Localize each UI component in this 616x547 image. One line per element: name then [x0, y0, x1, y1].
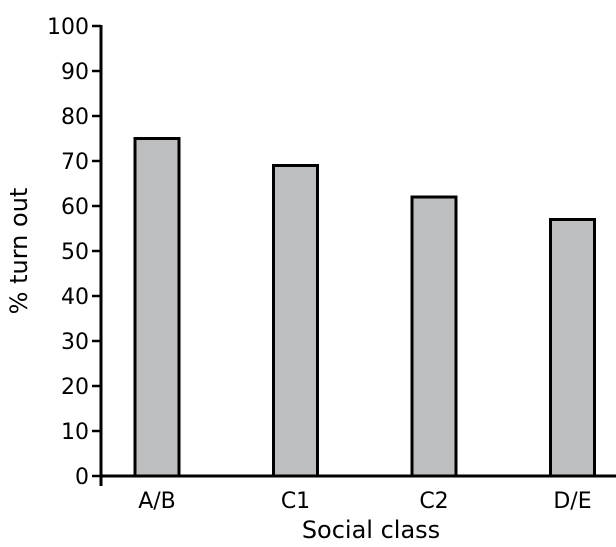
- y-tick-label: 30: [61, 330, 89, 355]
- x-tick-label: C1: [281, 489, 310, 514]
- y-tick-label: 20: [61, 375, 89, 400]
- x-tick-label: C2: [419, 489, 448, 514]
- y-tick-label: 60: [61, 195, 89, 220]
- y-tick-label: 10: [61, 420, 89, 445]
- y-tick-label: 50: [61, 240, 89, 265]
- bars: [133, 137, 596, 478]
- y-axis-title: % turn out: [5, 188, 33, 315]
- x-tick-label: A/B: [138, 489, 176, 514]
- bar-c2: [410, 195, 458, 478]
- bar-d-e: [549, 218, 596, 478]
- y-tick-label: 40: [61, 285, 89, 310]
- x-axis-title: Social class: [302, 516, 440, 544]
- y-tick-label: 90: [61, 60, 89, 85]
- y-tick-label: 100: [47, 15, 89, 40]
- x-tick-label: D/E: [553, 489, 591, 514]
- x-axis-ticks: A/B C1 C2 D/E: [138, 489, 591, 514]
- bar-c1: [272, 164, 319, 478]
- bar-a-b: [133, 137, 181, 478]
- y-tick-label: 80: [61, 105, 89, 130]
- y-tick-label: 70: [61, 150, 89, 175]
- y-tick-label: 0: [75, 465, 89, 490]
- y-axis-ticks: 0 10 20 30 40 50 60 70 80 90 100: [47, 15, 101, 490]
